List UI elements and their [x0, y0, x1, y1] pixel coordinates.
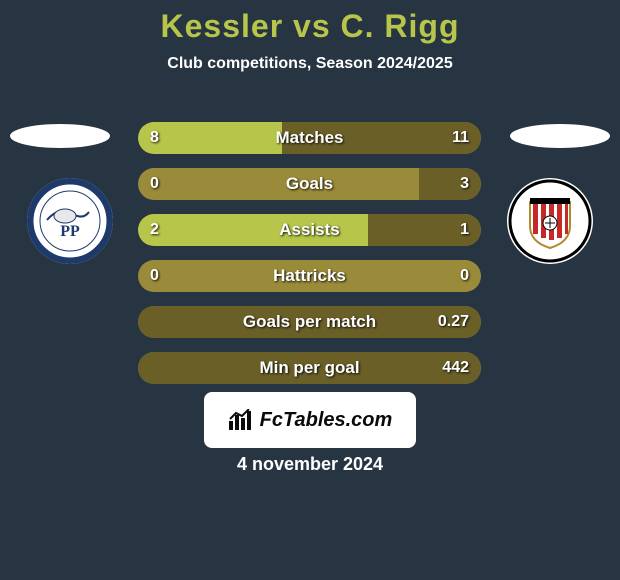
- bar-value-right: 442: [442, 352, 469, 384]
- logo-text: FcTables.com: [260, 409, 393, 432]
- subtitle: Club competitions, Season 2024/2025: [0, 55, 620, 73]
- fctables-logo: FcTables.com: [204, 392, 416, 448]
- bar-fill-left: [138, 214, 368, 246]
- bar-fill-left: [138, 122, 282, 154]
- bar-value-right: 0: [460, 260, 469, 292]
- bar-value-left: 2: [150, 214, 159, 246]
- right-club-badge: [507, 178, 593, 264]
- stat-bar-row: 0.27Goals per match: [138, 306, 481, 338]
- card-date: 4 november 2024: [0, 454, 620, 475]
- stat-bar-row: 03Goals: [138, 168, 481, 200]
- right-country-flag: [510, 124, 610, 148]
- stat-bar-row: 0 0Hattricks: [138, 260, 481, 292]
- bar-fill-right: [419, 168, 481, 200]
- left-country-flag: [10, 124, 110, 148]
- bar-fill-right: [138, 306, 481, 338]
- left-badge-svg: PP: [27, 178, 113, 264]
- bar-value-left: 8: [150, 122, 159, 154]
- svg-text:PP: PP: [60, 223, 80, 240]
- bar-label: Hattricks: [138, 260, 481, 292]
- stat-bar-row: 21Assists: [138, 214, 481, 246]
- bar-value-right: 11: [452, 122, 469, 154]
- bar-value-right: 0.27: [438, 306, 469, 338]
- bar-value-right: 3: [460, 168, 469, 200]
- page-title: Kessler vs C. Rigg: [0, 8, 620, 45]
- bar-value-left: 0: [150, 168, 159, 200]
- stat-bars: 811Matches03Goals21Assists00Hattricks0.2…: [138, 122, 481, 398]
- left-club-badge: PP: [27, 178, 113, 264]
- bar-fill-right: [138, 352, 481, 384]
- logo-chart-icon: [228, 409, 254, 431]
- stat-bar-row: 442Min per goal: [138, 352, 481, 384]
- right-badge-svg: [507, 178, 593, 264]
- comparison-card: Kessler vs C. Rigg Club competitions, Se…: [0, 0, 620, 580]
- stat-bar-row: 811Matches: [138, 122, 481, 154]
- bar-value-left: 0: [150, 260, 159, 292]
- bar-value-right: 1: [460, 214, 469, 246]
